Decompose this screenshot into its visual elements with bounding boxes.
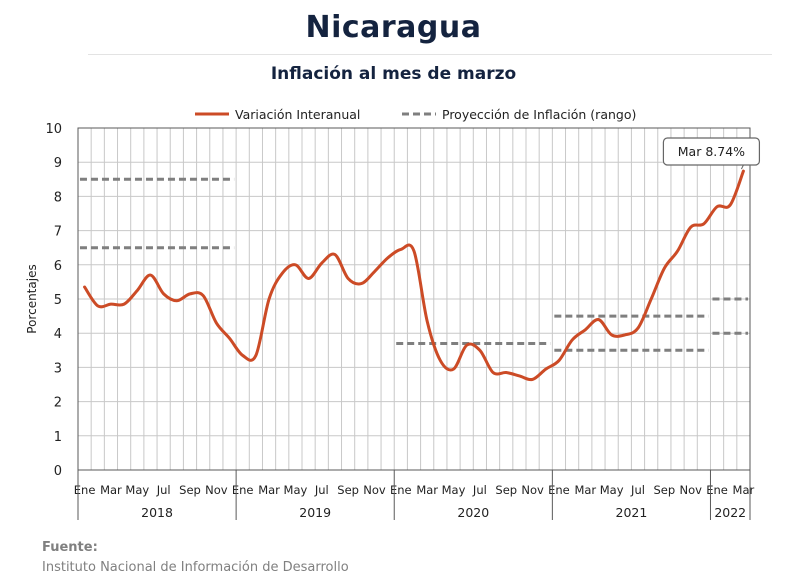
y-tick-label: 1 xyxy=(54,430,62,445)
series-layer xyxy=(83,169,745,382)
y-tick-label: 10 xyxy=(45,122,62,137)
y-tick-label: 3 xyxy=(54,361,62,376)
projection-ranges xyxy=(79,177,749,352)
y-tick-label: 0 xyxy=(54,464,62,479)
x-tick-label: Sep xyxy=(337,483,359,497)
y-tick-label: 9 xyxy=(54,156,62,171)
x-tick-label: Mar xyxy=(100,483,122,497)
x-tick-label: Nov xyxy=(521,483,544,497)
x-tick-label: Jul xyxy=(630,483,645,497)
plot-frame xyxy=(77,127,751,471)
x-tick-label: May xyxy=(125,483,149,497)
x-tick-label: Jul xyxy=(472,483,487,497)
chart-annotations: Mar 8.74% xyxy=(662,137,761,170)
annotation-label: Mar 8.74% xyxy=(678,144,745,159)
x-tick-label: Jul xyxy=(156,483,171,497)
x-tick-label: Sep xyxy=(654,483,676,497)
x-tick-label: Mar xyxy=(416,483,438,497)
x-tick-label: Sep xyxy=(495,483,517,497)
annotation-box xyxy=(662,137,761,166)
x-tick-label: May xyxy=(284,483,308,497)
year-label: 2021 xyxy=(616,505,648,520)
x-tick-label: Nov xyxy=(363,483,386,497)
x-tick-label: Mar xyxy=(258,483,280,497)
x-tick-label: Ene xyxy=(390,483,412,497)
source-label: Fuente: xyxy=(42,540,98,555)
annotation-leader xyxy=(740,164,744,170)
x-tick-label: May xyxy=(600,483,624,497)
x-tick-label: Ene xyxy=(706,483,728,497)
page-title: Nicaragua xyxy=(305,10,482,45)
x-tick-label: Nov xyxy=(205,483,228,497)
x-tick-label: Jul xyxy=(314,483,329,497)
y-axis-title: Porcentajes xyxy=(25,264,39,333)
y-tick-label: 4 xyxy=(54,327,62,342)
year-label: 2018 xyxy=(141,505,173,520)
year-label: 2020 xyxy=(457,505,489,520)
y-tick-label: 7 xyxy=(54,225,62,240)
year-label: 2022 xyxy=(714,505,746,520)
y-tick-label: 2 xyxy=(54,396,62,411)
chart-legend: Variación Interanual Proyección de Inflac… xyxy=(195,107,636,122)
legend-label-variacion: Variación Interanual xyxy=(235,107,360,122)
x-tick-label: Mar xyxy=(733,483,755,497)
y-tick-label: 5 xyxy=(54,293,62,308)
y-tick-label: 8 xyxy=(54,190,62,205)
x-tick-label: Ene xyxy=(232,483,254,497)
title-divider xyxy=(88,54,772,55)
x-tick-label: Nov xyxy=(679,483,702,497)
x-tick-label: Mar xyxy=(574,483,596,497)
source-text: Instituto Nacional de Información de Des… xyxy=(42,560,349,575)
y-tick-label: 6 xyxy=(54,259,62,274)
x-tick-label: Sep xyxy=(179,483,201,497)
x-tick-label: Ene xyxy=(74,483,96,497)
chart-subtitle: Inflación al mes de marzo xyxy=(270,64,517,84)
x-tick-label: May xyxy=(442,483,466,497)
x-tick-label: Ene xyxy=(548,483,570,497)
legend-label-proyeccion: Proyección de Inflación (rango) xyxy=(442,107,636,122)
year-label: 2019 xyxy=(299,505,331,520)
inflation-series-line xyxy=(83,169,745,382)
